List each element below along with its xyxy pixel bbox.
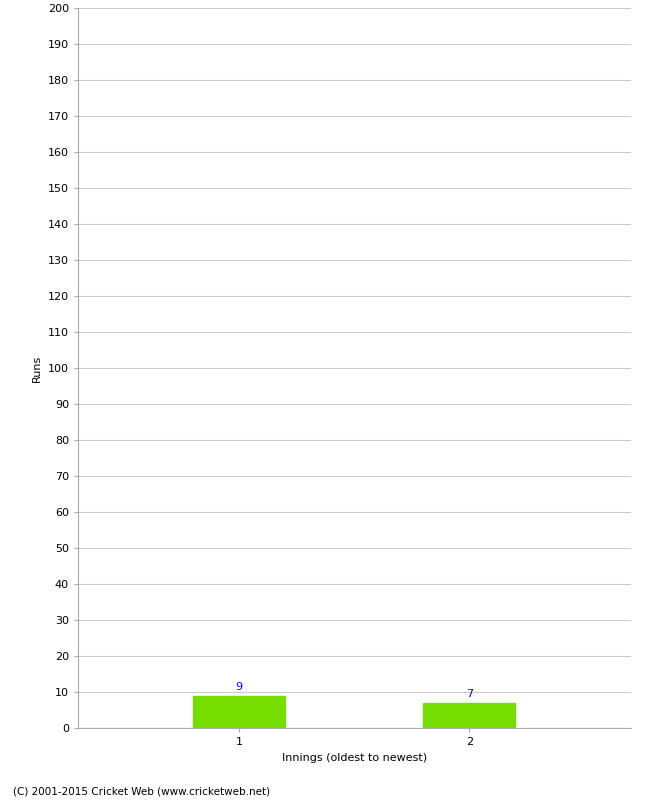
Y-axis label: Runs: Runs [32, 354, 42, 382]
Text: (C) 2001-2015 Cricket Web (www.cricketweb.net): (C) 2001-2015 Cricket Web (www.cricketwe… [13, 786, 270, 796]
Text: 7: 7 [466, 689, 473, 699]
Bar [193, 695, 285, 728]
Bar [423, 702, 515, 728]
Text: 9: 9 [235, 682, 242, 692]
X-axis label: Innings (oldest to newest): Innings (oldest to newest) [281, 753, 427, 762]
